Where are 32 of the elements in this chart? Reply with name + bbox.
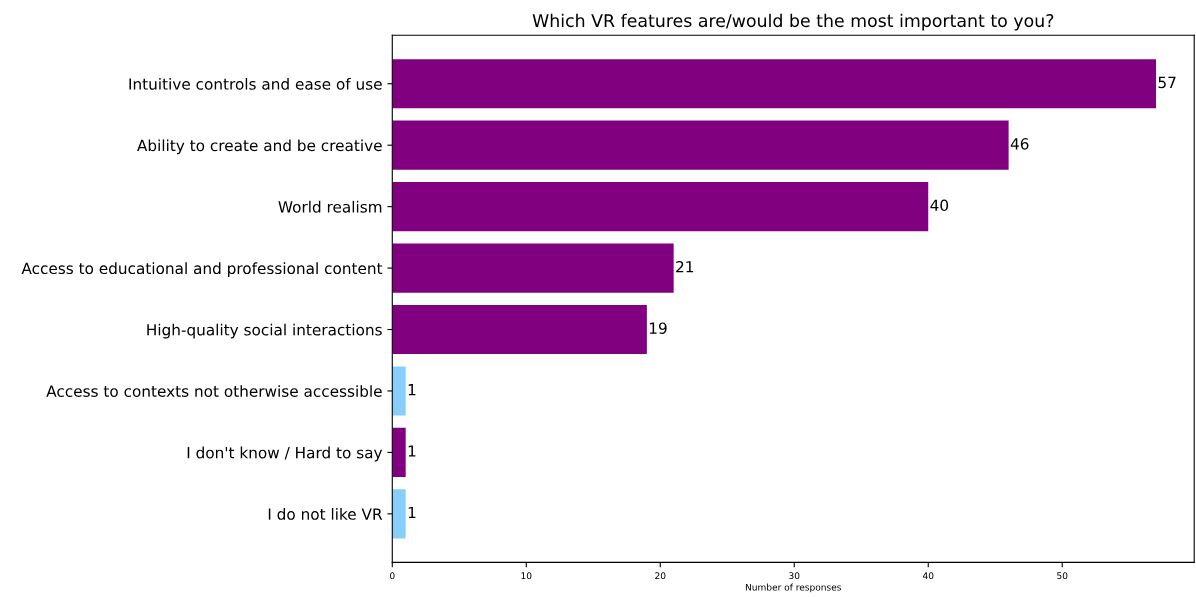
data-label: 46 bbox=[1010, 138, 1029, 150]
bar bbox=[392, 120, 1009, 170]
y-tick-label: I don't know / Hard to say bbox=[187, 446, 383, 462]
y-tick-label: World realism bbox=[278, 200, 382, 213]
x-tick-label: 20 bbox=[655, 572, 666, 580]
x-tick-label: 50 bbox=[1057, 572, 1068, 580]
y-tick-label: I do not like VR bbox=[268, 508, 383, 520]
y-tick-label: High-quality social interactions bbox=[147, 323, 382, 339]
bar bbox=[392, 182, 929, 232]
data-label: 1 bbox=[408, 384, 416, 396]
data-label: 40 bbox=[930, 199, 949, 212]
x-tick-label: 0 bbox=[390, 572, 395, 580]
data-label: 1 bbox=[408, 445, 416, 457]
bar bbox=[392, 427, 406, 477]
y-tick-label: Access to contexts not otherwise accessible bbox=[46, 385, 382, 397]
x-axis-title: Number of responses bbox=[745, 583, 842, 593]
x-tick-label: 10 bbox=[521, 572, 532, 580]
y-tick-label: Intuitive controls and ease of use bbox=[129, 77, 382, 90]
bar bbox=[392, 366, 406, 416]
data-label: 21 bbox=[676, 260, 694, 273]
bar bbox=[392, 59, 1157, 109]
bar bbox=[392, 243, 674, 293]
data-label: 1 bbox=[408, 506, 416, 519]
bar bbox=[392, 304, 647, 355]
y-tick-label: Access to educational and professional content bbox=[21, 262, 383, 278]
chart-title: Which VR features are/would be the most important to you? bbox=[532, 13, 1054, 31]
y-tick-label: Ability to create and be creative bbox=[137, 139, 382, 155]
data-label: 19 bbox=[649, 322, 667, 334]
x-tick-label: 40 bbox=[922, 572, 934, 580]
x-tick-label: 30 bbox=[789, 572, 800, 580]
bar bbox=[392, 489, 406, 539]
data-label: 57 bbox=[1158, 76, 1176, 89]
